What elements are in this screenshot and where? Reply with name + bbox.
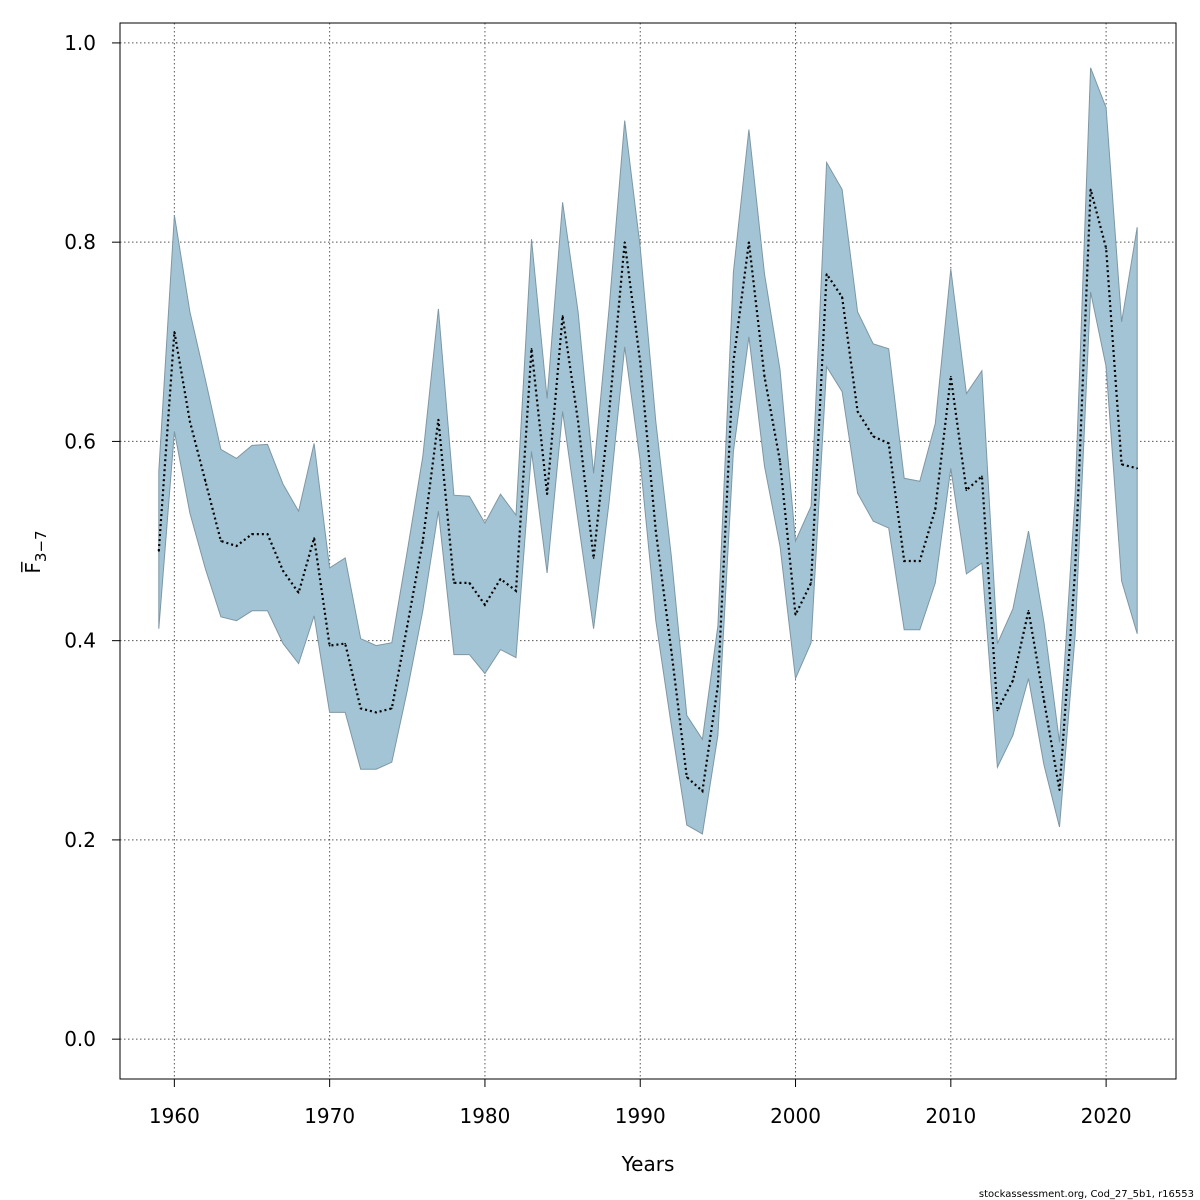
- y-axis-title: F̅3−7: [20, 530, 50, 573]
- estimate-point: [546, 493, 548, 496]
- estimate-point: [872, 435, 874, 438]
- estimate-point: [406, 624, 409, 627]
- estimate-point: [453, 582, 455, 584]
- x-tick-label: 1990: [615, 1104, 666, 1128]
- y-tick-label: 1.0: [64, 31, 96, 55]
- estimate-point: [297, 592, 300, 594]
- estimate-point: [623, 241, 626, 243]
- estimate-point: [468, 582, 471, 584]
- estimate-point: [934, 508, 937, 510]
- estimate-point: [1043, 699, 1045, 702]
- estimate-point: [670, 649, 673, 652]
- estimate-point: [561, 315, 564, 317]
- y-tick-label: 0.6: [64, 429, 96, 453]
- estimate-point: [965, 489, 968, 492]
- estimate-point: [577, 420, 579, 423]
- estimate-point: [686, 776, 688, 778]
- estimate-point: [266, 533, 269, 535]
- x-axis-title: Years: [621, 1152, 675, 1176]
- x-tick-label: 2010: [925, 1104, 976, 1128]
- estimate-point: [437, 418, 440, 421]
- x-axis: 1960 1970 1980 1990 2000 2010 2020: [149, 1078, 1132, 1128]
- estimate-point: [592, 557, 595, 559]
- estimate-point: [748, 241, 750, 243]
- estimate-point: [1136, 467, 1138, 470]
- estimate-point: [1074, 570, 1076, 572]
- estimate-point: [763, 375, 766, 378]
- estimate-point: [484, 603, 486, 606]
- estimate-point: [887, 442, 890, 445]
- estimate-point: [515, 590, 517, 592]
- estimate-point: [204, 480, 207, 483]
- estimate-point: [903, 560, 906, 562]
- estimate-point: [717, 684, 719, 687]
- estimate-series: [157, 188, 1138, 794]
- estimate-point: [1089, 188, 1092, 191]
- x-tick-label: 1960: [149, 1104, 200, 1128]
- estimate-point: [1120, 463, 1123, 466]
- y-tick-label: 0.8: [64, 230, 96, 254]
- estimate-point: [158, 550, 160, 552]
- estimate-point: [422, 540, 424, 542]
- estimate-point: [282, 570, 284, 572]
- y-tick-label: 0.4: [64, 629, 96, 653]
- y-tick-label: 0.2: [64, 828, 96, 852]
- y-axis-title-main: F̅: [20, 561, 45, 574]
- estimate-point: [390, 707, 393, 710]
- y-axis-title-subscript: 3−7: [32, 530, 50, 562]
- estimate-point: [794, 613, 797, 616]
- y-axis: 0.0 0.2 0.4 0.6 0.8 1.0: [64, 31, 121, 1051]
- estimate-point: [654, 530, 657, 532]
- estimate-point: [950, 375, 952, 378]
- estimate-point: [251, 533, 253, 535]
- estimate-point: [313, 537, 315, 539]
- estimate-point: [375, 711, 378, 714]
- estimate-point: [841, 296, 843, 298]
- estimate-point: [996, 709, 999, 712]
- estimate-point: [499, 578, 502, 580]
- estimate-point: [732, 360, 735, 363]
- estimate-point: [344, 642, 346, 645]
- estimate-point: [359, 707, 362, 710]
- estimate-point: [639, 360, 642, 363]
- estimate-point: [779, 460, 781, 463]
- estimate-point: [530, 347, 533, 350]
- estimate-point: [1105, 247, 1107, 249]
- credit-text: stockassessment.org, Cod_27_5b1, r16553: [979, 1189, 1194, 1200]
- estimate-point: [810, 582, 812, 584]
- estimate-point: [701, 790, 704, 792]
- estimate-point: [825, 273, 828, 275]
- estimate-point: [235, 545, 238, 547]
- x-tick-label: 1980: [459, 1104, 510, 1128]
- estimate-point: [189, 420, 191, 423]
- y-tick-label: 0.0: [64, 1027, 96, 1051]
- estimate-point: [1058, 789, 1061, 791]
- estimate-point: [856, 410, 859, 413]
- x-tick-label: 2020: [1081, 1104, 1132, 1128]
- estimate-point: [918, 560, 921, 562]
- estimate-point: [220, 540, 222, 542]
- estimate-point: [1027, 609, 1030, 612]
- x-tick-label: 1970: [304, 1104, 355, 1128]
- x-tick-label: 2000: [770, 1104, 821, 1128]
- estimate-point: [328, 644, 331, 647]
- estimate-point: [981, 475, 983, 478]
- estimate-point: [608, 410, 610, 413]
- estimate-point: [1012, 679, 1014, 682]
- estimate-point: [173, 331, 176, 333]
- estimate-line: [157, 189, 1138, 794]
